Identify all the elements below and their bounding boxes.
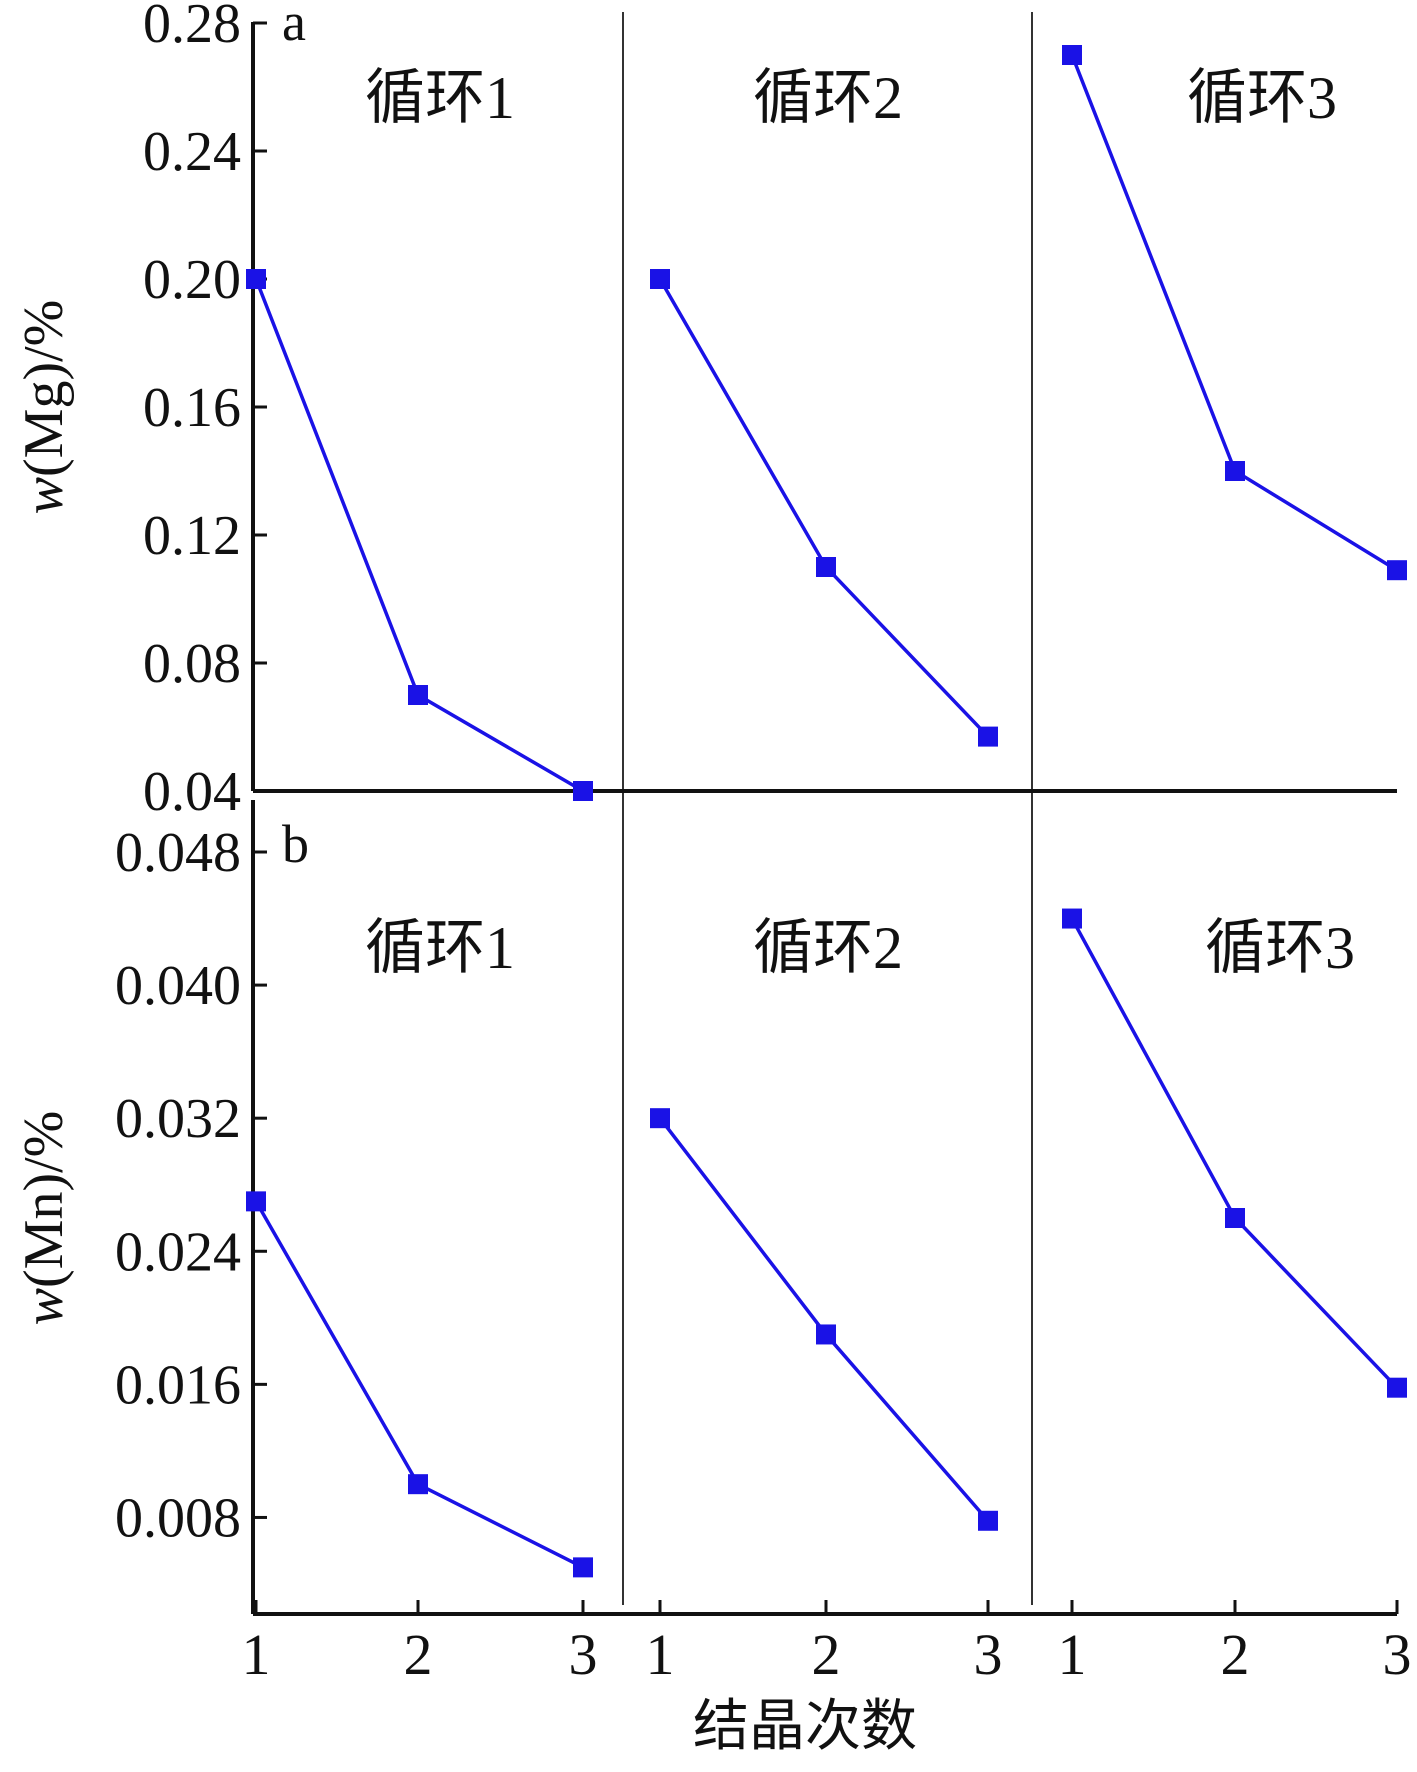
cycle-label-b-3: 循环3 xyxy=(1205,915,1355,981)
y-axis-title-a: w(Mg)/% xyxy=(13,300,75,515)
y-tick-label-a: 0.20 xyxy=(143,249,241,311)
data-point-a-cycle3-x1 xyxy=(1062,45,1082,65)
y-tick-label-a: 0.24 xyxy=(143,121,241,183)
y-axis-title-unit: (Mg)/% xyxy=(13,300,75,477)
data-point-b-cycle2-x2 xyxy=(816,1324,836,1345)
y-tick-label-b: 0.008 xyxy=(115,1487,241,1549)
y-tick-label-a: 0.16 xyxy=(143,377,241,439)
y-axis-title-b: w(Mn)/% xyxy=(13,1111,75,1326)
x-tick-label-cycle1: 1 xyxy=(242,1622,271,1687)
y-tick-label-b: 0.048 xyxy=(115,822,241,884)
y-axis-title-variable: w xyxy=(13,1288,75,1325)
y-tick-label-a: 0.04 xyxy=(143,761,241,823)
y-tick-label-b: 0.016 xyxy=(115,1354,241,1416)
data-point-a-cycle2-x3 xyxy=(978,726,998,747)
y-tick-label-b: 0.040 xyxy=(115,955,241,1017)
data-point-a-cycle3-x3 xyxy=(1387,560,1407,581)
data-series xyxy=(246,45,1407,1578)
x-tick-label-cycle2: 1 xyxy=(646,1622,675,1687)
x-tick-label-cycle3: 2 xyxy=(1221,1622,1250,1687)
x-tick-label-cycle3: 1 xyxy=(1058,1622,1087,1687)
data-point-b-cycle3-x2 xyxy=(1225,1208,1245,1228)
data-point-a-cycle3-x2 xyxy=(1225,461,1245,481)
panel-tag-b: b xyxy=(282,814,309,874)
data-point-a-cycle1-x1 xyxy=(246,269,266,289)
x-tick-label-cycle3: 3 xyxy=(1383,1622,1412,1687)
x-tick-label-cycle2: 3 xyxy=(974,1622,1003,1687)
x-axis-title: 结晶次数 xyxy=(693,1696,917,1758)
x-tick-label-cycle2: 2 xyxy=(812,1622,841,1687)
data-point-a-cycle1-x2 xyxy=(408,685,428,705)
x-tick-label-cycle1: 2 xyxy=(404,1622,433,1687)
data-point-b-cycle3-x1 xyxy=(1062,908,1082,929)
cycle-label-a-2: 循环2 xyxy=(753,65,903,131)
data-point-a-cycle1-x3 xyxy=(573,781,593,801)
y-tick-label-a: 0.08 xyxy=(143,633,241,695)
y-tick-label-a: 0.28 xyxy=(143,0,241,55)
y-axis-title-variable: w xyxy=(13,477,75,514)
cycle-label-a-3: 循环3 xyxy=(1187,65,1337,131)
data-point-b-cycle1-x3 xyxy=(573,1557,593,1578)
cycle-label-a-1: 循环1 xyxy=(365,65,515,131)
data-point-b-cycle1-x2 xyxy=(408,1474,428,1495)
data-point-b-cycle3-x3 xyxy=(1387,1377,1407,1398)
cycle-label-b-2: 循环2 xyxy=(753,915,903,981)
cycle-label-b-1: 循环1 xyxy=(365,915,515,981)
cycle-dividers xyxy=(622,12,1033,1605)
data-point-a-cycle2-x2 xyxy=(816,557,836,577)
data-point-b-cycle2-x3 xyxy=(978,1510,998,1531)
y-tick-label-b: 0.024 xyxy=(115,1221,241,1283)
x-tick-label-cycle1: 3 xyxy=(569,1622,598,1687)
y-tick-label-a: 0.12 xyxy=(143,505,241,567)
y-tick-label-b: 0.032 xyxy=(115,1088,241,1150)
data-point-a-cycle2-x1 xyxy=(650,269,670,289)
y-axis-title-unit: (Mn)/% xyxy=(13,1111,75,1288)
data-point-b-cycle1-x1 xyxy=(246,1191,266,1212)
tick-labels: 0.28 0.24 0.20 0.16 0.12 0.08 0.040.048 0.040 0.… xyxy=(115,0,1412,1687)
panel-tag-a: a xyxy=(282,0,306,52)
data-point-b-cycle2-x1 xyxy=(650,1108,670,1129)
